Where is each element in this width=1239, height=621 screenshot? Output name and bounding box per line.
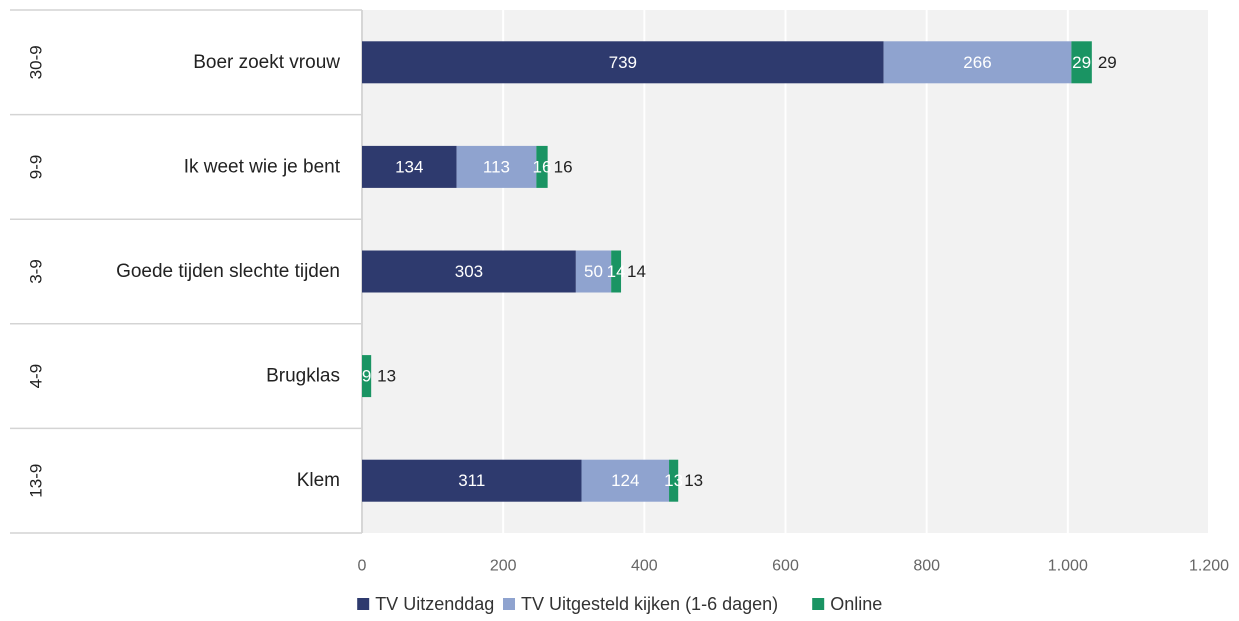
- bar-segment: [456, 145, 537, 188]
- data-label: 124: [611, 471, 639, 490]
- x-tick-label: 0: [358, 558, 367, 575]
- legend-swatch: [503, 598, 515, 610]
- legend-label: TV Uitgesteld kijken (1-6 dagen): [521, 594, 778, 614]
- data-label: 311: [458, 471, 485, 490]
- bar-segment: [362, 355, 372, 398]
- data-label: 14: [607, 262, 626, 281]
- x-tick-label: 600: [772, 558, 799, 575]
- row-date-label: 13-9: [27, 464, 46, 498]
- data-label: 739: [609, 53, 637, 72]
- bar-end-label: 16: [554, 157, 573, 176]
- x-tick-label: 1.000: [1048, 558, 1088, 575]
- bar-segment: [883, 41, 1072, 84]
- category-label: Brugklas: [266, 366, 340, 387]
- row-date-label: 3-9: [27, 259, 46, 284]
- bar-segment: [1071, 41, 1092, 84]
- bar-end-label: 14: [627, 262, 646, 281]
- category-label: Klem: [297, 470, 340, 491]
- legend-label: TV Uitzenddag: [375, 594, 494, 614]
- data-label: 16: [533, 157, 552, 176]
- legend-swatch: [357, 598, 370, 610]
- bar-segment: [536, 145, 548, 188]
- legend-label: Online: [830, 594, 882, 614]
- row-date-label: 4-9: [27, 364, 46, 389]
- data-label: 13: [664, 471, 683, 490]
- data-label: 266: [963, 53, 991, 72]
- bar-segment: [611, 250, 622, 293]
- bar-end-label: 29: [1098, 53, 1117, 72]
- x-tick-label: 1.200: [1189, 558, 1229, 575]
- row-date-label: 30-9: [27, 45, 46, 79]
- x-tick-label: 800: [913, 558, 940, 575]
- category-label: Boer zoekt vrouw: [193, 52, 340, 73]
- bar-segment: [575, 250, 612, 293]
- data-label: 9: [362, 367, 371, 386]
- legend-swatch: [812, 598, 825, 610]
- bar-segment: [581, 459, 670, 502]
- x-tick-label: 200: [490, 558, 517, 575]
- data-label: 303: [455, 262, 483, 281]
- bar-segment: [362, 250, 576, 293]
- x-tick-label: 400: [631, 558, 658, 575]
- bar-end-label: 13: [377, 367, 396, 386]
- data-label: 113: [483, 157, 510, 176]
- data-label: 29: [1072, 53, 1091, 72]
- data-label: 134: [395, 157, 423, 176]
- data-label: 50: [584, 262, 603, 281]
- bar-segment: [362, 459, 582, 502]
- row-date-label: 9-9: [27, 155, 46, 180]
- bar-end-label: 13: [684, 471, 703, 490]
- bar-segment: [362, 41, 884, 84]
- bar-segment: [362, 145, 457, 188]
- bar-segment: [669, 459, 679, 502]
- category-label: Goede tijden slechte tijden: [116, 261, 340, 282]
- category-label: Ik weet wie je bent: [184, 156, 341, 177]
